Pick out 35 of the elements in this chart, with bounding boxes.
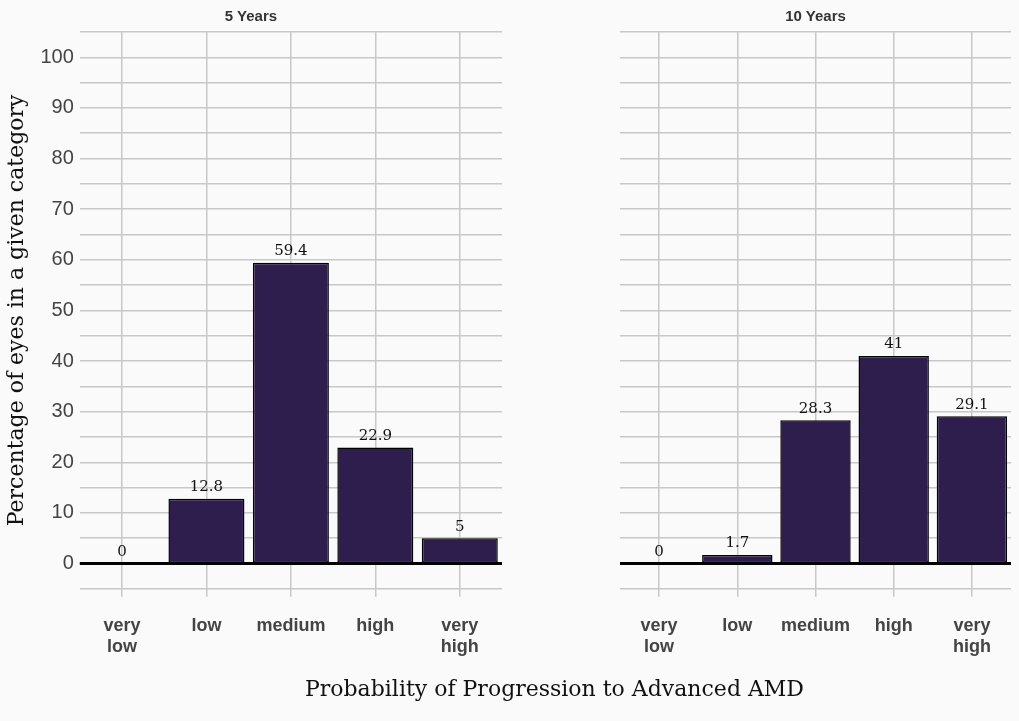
- data-label: 41: [884, 334, 904, 353]
- x-tick-label: low: [722, 614, 754, 635]
- data-label: 12.8: [189, 477, 224, 496]
- x-tick-label: medium: [780, 614, 851, 635]
- y-axis-title: Percentage of eyes in a given category: [2, 94, 28, 527]
- data-label: 0: [654, 541, 664, 560]
- data-label: 1.7: [725, 533, 750, 552]
- x-tick-label: very high: [952, 614, 991, 657]
- data-label: 22.9: [358, 425, 393, 444]
- data-label: 5: [455, 516, 465, 535]
- y-tick-label: 70: [51, 196, 74, 219]
- data-label: 29.1: [955, 394, 989, 413]
- y-tick-label: 90: [51, 95, 74, 118]
- y-tick-label: 30: [51, 399, 74, 422]
- x-tick-label: high: [874, 614, 913, 635]
- y-tick-label: 60: [51, 247, 74, 270]
- data-label: 28.3: [798, 398, 833, 417]
- y-tick-label: 20: [51, 449, 74, 472]
- y-tick-label: 50: [51, 297, 74, 320]
- x-tick-label: medium: [256, 614, 326, 635]
- x-tick-label: high: [356, 614, 395, 635]
- y-tick-label: 100: [40, 44, 74, 67]
- y-tick-label: 40: [51, 348, 74, 371]
- x-tick-label: very high: [440, 614, 479, 657]
- x-tick-label: very low: [103, 614, 141, 657]
- chart-title: 10 Years: [785, 7, 846, 25]
- y-tick-label: 0: [62, 551, 74, 574]
- data-label: 0: [117, 541, 127, 560]
- y-tick-label: 10: [51, 500, 74, 523]
- x-tick-label: very low: [640, 614, 678, 657]
- x-tick-label: low: [191, 614, 223, 635]
- x-axis-title: Probability of Progression to Advanced AMD: [303, 676, 805, 701]
- data-label: 59.4: [274, 241, 308, 260]
- y-tick-label: 80: [51, 146, 74, 169]
- chart-title: 5 Years: [224, 7, 278, 25]
